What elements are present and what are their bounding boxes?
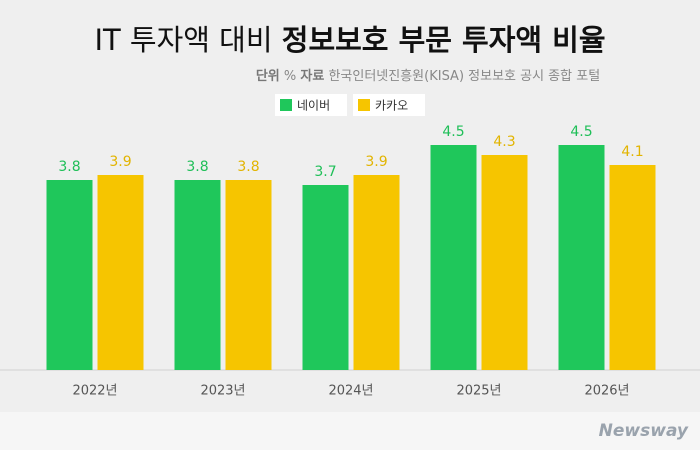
title-bold: 정보보호 부문 투자액 비율 <box>282 23 606 57</box>
chart-title: IT 투자액 대비 정보보호 부문 투자액 비율 <box>94 23 605 57</box>
watermark: Newsway <box>599 421 689 441</box>
x-tick-label: 2025년 <box>456 384 501 399</box>
source: 한국인터넷진흥원(KISA) 정보보호 공시 종합 포털 <box>328 69 600 84</box>
value-label: 3.9 <box>365 154 387 170</box>
bar <box>97 175 144 370</box>
value-label: 3.9 <box>109 154 131 170</box>
value-label: 4.5 <box>570 124 592 140</box>
value-label: 4.1 <box>621 144 643 160</box>
bar <box>353 175 400 370</box>
bar <box>430 145 477 370</box>
bar <box>225 180 272 370</box>
value-label: 3.8 <box>186 159 208 175</box>
legend-box <box>353 94 425 116</box>
bar <box>174 180 221 370</box>
value-label: 3.7 <box>314 164 336 180</box>
title-light: IT 투자액 대비 <box>94 23 272 57</box>
legend-label: 카카오 <box>375 99 408 113</box>
source-label: 자료 <box>300 69 324 84</box>
bar <box>558 145 605 370</box>
legend-label: 네이버 <box>297 99 330 113</box>
value-label: 4.3 <box>493 134 515 150</box>
value-label: 3.8 <box>237 159 259 175</box>
bar <box>302 185 349 370</box>
legend-box <box>275 94 347 116</box>
x-tick-label: 2026년 <box>584 384 629 399</box>
value-label: 4.5 <box>442 124 464 140</box>
bar <box>609 165 656 370</box>
footer <box>0 412 700 450</box>
bar <box>481 155 528 370</box>
legend-swatch <box>358 99 370 111</box>
x-tick-label: 2023년 <box>200 384 245 399</box>
unit-label: 단위 <box>256 68 280 84</box>
x-tick-label: 2022년 <box>72 384 117 399</box>
bar <box>46 180 93 370</box>
subtitle: 단위 % 자료 한국인터넷진흥원(KISA) 정보보호 공시 종합 포털 <box>256 68 600 84</box>
x-tick-label: 2024년 <box>328 384 373 399</box>
legend-swatch <box>280 99 292 111</box>
value-label: 3.8 <box>58 159 80 175</box>
unit: % <box>284 69 296 84</box>
